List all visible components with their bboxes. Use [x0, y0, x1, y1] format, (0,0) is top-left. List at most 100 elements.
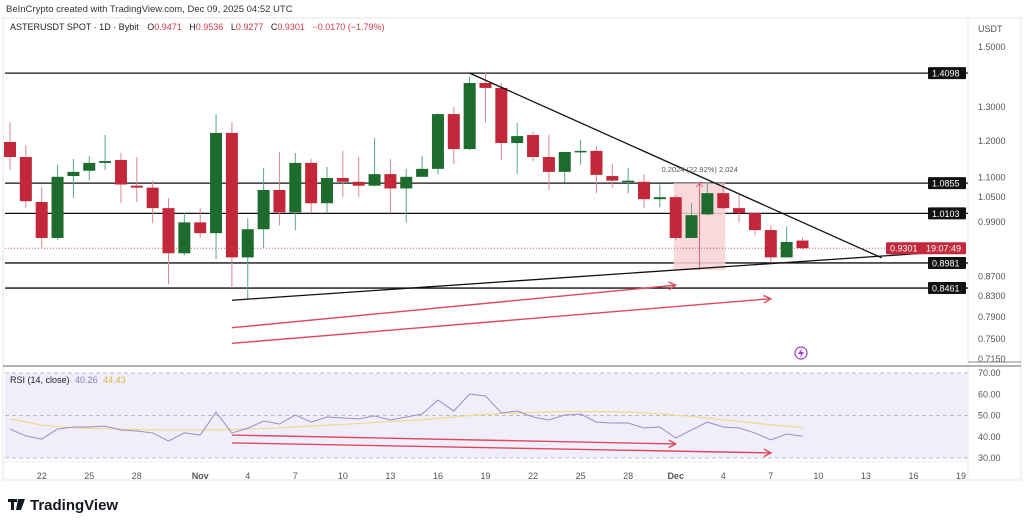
candle[interactable] — [416, 155, 429, 177]
candle[interactable] — [352, 157, 365, 198]
time-tick-label: 16 — [908, 471, 918, 481]
time-tick-label: 16 — [433, 471, 443, 481]
lightning-icon[interactable] — [794, 346, 808, 360]
candle-body — [701, 193, 714, 215]
rsi-tick-label: 30.00 — [978, 453, 1001, 463]
candle[interactable] — [4, 122, 16, 170]
candle-body — [542, 157, 555, 172]
candle-body — [416, 168, 429, 177]
candle[interactable] — [384, 158, 397, 214]
candle[interactable] — [178, 213, 191, 256]
candle[interactable] — [511, 123, 524, 175]
measure-tool[interactable] — [673, 182, 726, 271]
candle[interactable] — [130, 157, 143, 202]
candle[interactable] — [289, 153, 302, 231]
candle[interactable] — [685, 203, 698, 238]
price-tick-label: 1.5000 — [978, 42, 1006, 52]
candle[interactable] — [638, 174, 650, 209]
rsi-axis[interactable]: 70.00 60.00 50.00 40.00 30.00 — [978, 368, 1001, 463]
arrowhead — [763, 294, 773, 304]
level-tag — [928, 207, 966, 220]
price-axis[interactable]: 1.5000 1.3000 1.2000 1.1000 1.0500 0.9900 0.87… — [968, 42, 1021, 364]
candle[interactable] — [83, 155, 96, 181]
price-tick-label: 0.7150 — [978, 354, 1006, 364]
trendline[interactable] — [231, 252, 930, 301]
candle[interactable] — [669, 195, 682, 241]
trendline[interactable] — [469, 72, 883, 259]
price-tick-label: 0.8300 — [978, 291, 1006, 301]
candle[interactable] — [527, 131, 540, 162]
candle[interactable] — [99, 135, 112, 170]
candle[interactable] — [780, 226, 793, 258]
divergence-arrow[interactable] — [231, 297, 771, 345]
candle[interactable] — [273, 151, 286, 226]
candle[interactable] — [748, 213, 761, 236]
candle[interactable] — [257, 167, 270, 249]
price-tick-label: 1.2000 — [978, 136, 1006, 146]
candle-body — [273, 190, 286, 213]
candle[interactable] — [210, 114, 223, 260]
candle-body — [336, 177, 349, 182]
candle[interactable] — [653, 184, 666, 208]
candle[interactable] — [590, 145, 603, 194]
divergence-arrow[interactable] — [231, 434, 676, 445]
price-tick-label: 1.3000 — [978, 102, 1006, 112]
divergence-arrow[interactable] — [231, 442, 771, 454]
symbol-legend: ASTERUSDT SPOT · 1D · Bybit O0.9471 H0.9… — [10, 22, 385, 32]
divergence-arrow[interactable] — [231, 284, 676, 329]
candle[interactable] — [542, 135, 555, 191]
candle[interactable] — [146, 180, 159, 224]
candle-body — [194, 222, 207, 234]
candle[interactable] — [51, 164, 64, 241]
candle[interactable] — [162, 197, 175, 285]
measure-label: 0.2024 (22.92%) 2,024 — [661, 165, 737, 174]
candle[interactable] — [622, 167, 635, 194]
candle[interactable] — [368, 138, 381, 187]
rsi-legend: RSI (14, close) 40.26 44.43 — [10, 375, 126, 385]
candle[interactable] — [733, 193, 746, 223]
candle[interactable] — [558, 151, 571, 183]
price-tick-label: 0.9900 — [978, 217, 1006, 227]
candle[interactable] — [796, 237, 809, 250]
candle[interactable] — [574, 139, 587, 165]
candle[interactable] — [447, 106, 460, 165]
time-axis[interactable]: 22 25 28 Nov 4 7 10 13 16 19 22 25 28 Dec 4 7 10 13 16 19 — [37, 471, 966, 481]
level-tag-label: 1.4098 — [932, 69, 960, 79]
countdown-label: 19:07:49 — [926, 244, 961, 254]
candle[interactable] — [495, 83, 508, 160]
candle-body — [685, 215, 698, 238]
candle[interactable] — [606, 164, 619, 188]
candle[interactable] — [336, 150, 349, 198]
rsi-tick-label: 40.00 — [978, 432, 1001, 442]
price-tick-label: 1.0500 — [978, 192, 1006, 202]
time-tick-label: 13 — [861, 471, 871, 481]
candle[interactable] — [305, 158, 318, 214]
candle[interactable] — [321, 166, 333, 214]
candle-body — [99, 161, 112, 163]
price-tick-label: 0.7500 — [978, 334, 1006, 344]
candle-body — [511, 136, 524, 144]
candle[interactable] — [114, 153, 127, 204]
candle[interactable] — [463, 76, 476, 151]
level-tag-label: 1.0103 — [932, 209, 960, 219]
candle[interactable] — [431, 113, 444, 175]
candle[interactable] — [764, 225, 777, 264]
candle[interactable] — [67, 158, 80, 198]
candle-body — [225, 132, 238, 258]
level-tag-label: 0.8981 — [932, 258, 960, 268]
candle[interactable] — [194, 208, 207, 238]
candle[interactable] — [400, 168, 413, 223]
candle[interactable] — [701, 182, 714, 216]
candle-body — [717, 193, 730, 209]
candle[interactable] — [225, 122, 238, 289]
candle-body — [130, 185, 143, 188]
time-tick-label: 10 — [813, 471, 823, 481]
rsi-line — [9, 393, 803, 442]
candle[interactable] — [35, 186, 48, 249]
level-tag — [928, 256, 966, 269]
candle[interactable] — [479, 73, 492, 123]
candle-body — [447, 114, 460, 150]
candle[interactable] — [19, 145, 32, 209]
candle[interactable] — [241, 218, 254, 301]
